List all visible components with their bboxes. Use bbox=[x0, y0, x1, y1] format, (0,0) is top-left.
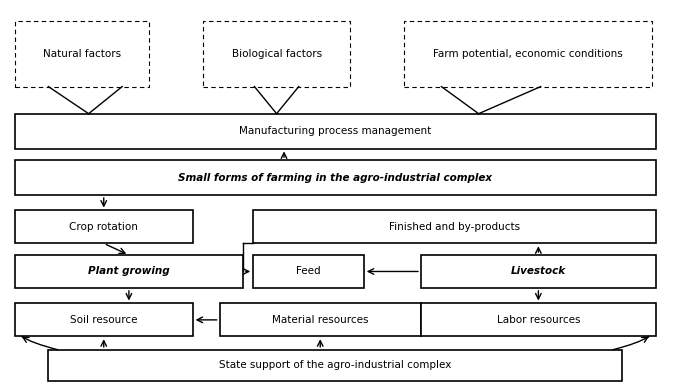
FancyBboxPatch shape bbox=[203, 21, 350, 87]
FancyBboxPatch shape bbox=[15, 303, 193, 336]
Text: State support of the agro-industrial complex: State support of the agro-industrial com… bbox=[219, 360, 452, 370]
FancyBboxPatch shape bbox=[15, 21, 149, 87]
Text: Material resources: Material resources bbox=[272, 315, 369, 325]
Text: Biological factors: Biological factors bbox=[232, 49, 321, 58]
Text: Feed: Feed bbox=[296, 266, 321, 277]
Text: Soil resource: Soil resource bbox=[70, 315, 137, 325]
Text: Manufacturing process management: Manufacturing process management bbox=[239, 126, 431, 136]
FancyBboxPatch shape bbox=[421, 303, 656, 336]
Text: Livestock: Livestock bbox=[511, 266, 566, 277]
Text: Crop rotation: Crop rotation bbox=[69, 222, 138, 232]
FancyBboxPatch shape bbox=[404, 21, 652, 87]
FancyBboxPatch shape bbox=[220, 303, 421, 336]
FancyBboxPatch shape bbox=[15, 211, 193, 243]
Text: Small forms of farming in the agro-industrial complex: Small forms of farming in the agro-indus… bbox=[178, 172, 493, 183]
FancyBboxPatch shape bbox=[253, 255, 364, 288]
Text: Labor resources: Labor resources bbox=[497, 315, 580, 325]
FancyBboxPatch shape bbox=[253, 211, 656, 243]
FancyBboxPatch shape bbox=[421, 255, 656, 288]
Text: Natural factors: Natural factors bbox=[43, 49, 121, 58]
FancyBboxPatch shape bbox=[49, 350, 622, 381]
FancyBboxPatch shape bbox=[15, 160, 656, 195]
Text: Plant growing: Plant growing bbox=[88, 266, 170, 277]
FancyBboxPatch shape bbox=[15, 113, 656, 149]
FancyBboxPatch shape bbox=[15, 255, 243, 288]
Text: Finished and by-products: Finished and by-products bbox=[389, 222, 520, 232]
Text: Farm potential, economic conditions: Farm potential, economic conditions bbox=[433, 49, 623, 58]
